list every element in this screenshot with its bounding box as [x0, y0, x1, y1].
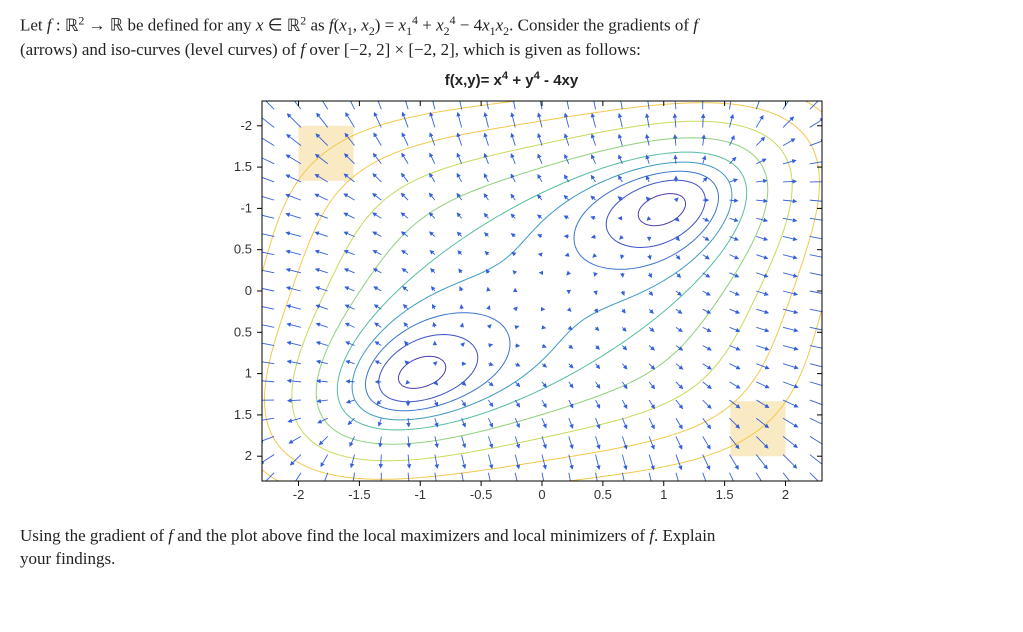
text: be defined for any: [123, 16, 256, 35]
text: as: [306, 16, 329, 35]
svg-text:2: 2: [244, 448, 251, 463]
problem-statement-line1: Let f : ℝ2 → ℝ be defined for any x ∈ ℝ2…: [20, 12, 1003, 62]
text: Consider the gradients of: [518, 16, 694, 35]
svg-text:1.5: 1.5: [715, 487, 733, 502]
figure-container: f(x,y)= x4 + y4 - 4xy -2 -1.5 -1 -0.5 0 0.5 1 1…: [20, 70, 1003, 511]
svg-text:2: 2: [781, 487, 788, 502]
svg-text:1: 1: [660, 487, 667, 502]
svg-text:0.5: 0.5: [593, 487, 611, 502]
text: , which is given as follows:: [455, 40, 641, 59]
math-f2: f: [693, 16, 698, 35]
text: over: [305, 40, 344, 59]
text: . Explain: [654, 526, 715, 545]
svg-text:-1.5: -1.5: [348, 487, 370, 502]
figure-title: f(x,y)= x4 + y4 - 4xy: [445, 70, 578, 89]
text: (arrows) and iso-curves (level curves) o…: [20, 40, 300, 59]
svg-text:1.5: 1.5: [233, 407, 251, 422]
math-R: ℝ: [110, 16, 123, 35]
text: →: [84, 16, 110, 35]
svg-text:0.5: 0.5: [233, 242, 251, 257]
contour-quiver-plot: -2 -1.5 -1 -0.5 0 0.5 1 1.5 2 2 1.5 1 0.5 0 0.5 -1 1.5 -2: [192, 91, 832, 511]
svg-text:-0.5: -0.5: [469, 487, 491, 502]
text: Using the gradient of: [20, 526, 168, 545]
text: your findings.: [20, 549, 115, 568]
svg-text:1.5: 1.5: [233, 159, 251, 174]
svg-text:-2: -2: [292, 487, 304, 502]
domain-box: [−2, 2] × [−2, 2]: [344, 40, 455, 59]
svg-text:-1: -1: [414, 487, 426, 502]
text: Let: [20, 16, 47, 35]
text: and the plot above find the local maximi…: [173, 526, 649, 545]
math-R2b: ℝ2: [287, 16, 306, 35]
svg-text:-1: -1: [240, 200, 252, 215]
text: ∈: [263, 16, 286, 35]
plot-svg: -2 -1.5 -1 -0.5 0 0.5 1 1.5 2 2 1.5 1 0.5 0 0.5 -1 1.5 -2: [192, 91, 832, 511]
text: :: [52, 16, 65, 35]
math-func: f: [329, 16, 334, 35]
svg-text:1: 1: [244, 366, 251, 381]
svg-text:-2: -2: [240, 118, 252, 133]
svg-text:0: 0: [538, 487, 545, 502]
svg-text:0.5: 0.5: [233, 324, 251, 339]
svg-text:0: 0: [244, 283, 251, 298]
closing-line: Using the gradient of f and the plot abo…: [20, 525, 1003, 571]
text: .: [509, 16, 518, 35]
math-R2: ℝ2: [65, 16, 84, 35]
